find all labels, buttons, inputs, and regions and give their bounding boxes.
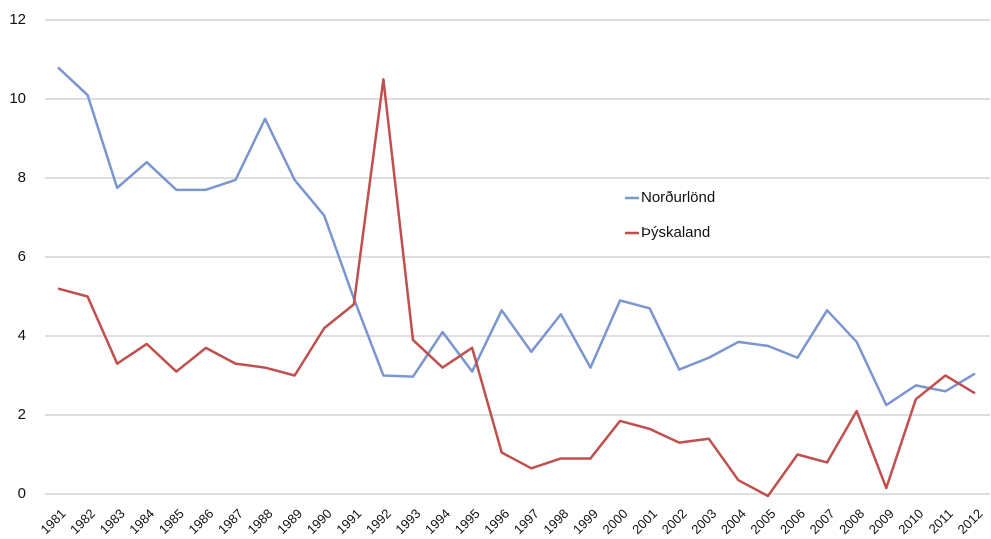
x-tick-label: 2005	[747, 506, 778, 537]
y-tick-label: 0	[18, 485, 26, 502]
y-tick-label: 4	[18, 327, 26, 344]
x-tick-label: 1992	[363, 506, 394, 537]
x-tick-label: 1988	[245, 506, 276, 537]
x-tick-label: 1987	[215, 506, 246, 537]
legend-label: Þýskaland	[641, 224, 710, 241]
x-tick-label: 2003	[688, 506, 719, 537]
y-tick-label: 8	[18, 169, 26, 186]
x-tick-label: 2000	[600, 506, 631, 537]
x-tick-label: 1993	[392, 506, 423, 537]
x-tick-label: 1983	[97, 506, 128, 537]
x-tick-label: 1998	[540, 506, 571, 537]
y-tick-label: 2	[18, 406, 26, 423]
x-tick-label: 1999	[570, 506, 601, 537]
x-tick-label: 2008	[836, 506, 867, 537]
x-tick-label: 1989	[274, 506, 305, 537]
x-tick-label: 1997	[511, 506, 542, 537]
x-tick-label: 2004	[718, 506, 749, 537]
y-tick-label: 12	[9, 11, 26, 28]
x-tick-label: 1994	[422, 506, 453, 537]
y-tick-label: 6	[18, 248, 26, 265]
x-tick-label: 2006	[777, 506, 808, 537]
x-tick-label: 1981	[37, 506, 68, 537]
x-tick-label: 1986	[185, 506, 216, 537]
y-tick-label: 10	[9, 90, 26, 107]
series-line	[57, 78, 976, 498]
x-tick-label: 2002	[659, 506, 690, 537]
x-tick-label: 1990	[304, 506, 335, 537]
x-tick-label: 1982	[67, 506, 98, 537]
x-tick-label: 1991	[333, 506, 364, 537]
x-tick-label: 1985	[156, 506, 187, 537]
x-tick-label: 2007	[807, 506, 838, 537]
legend-label: Norðurlönd	[641, 189, 715, 206]
x-tick-label: 2009	[866, 506, 897, 537]
x-tick-label: 2010	[895, 506, 926, 537]
x-tick-label: 1996	[481, 506, 512, 537]
x-tick-label: 2001	[629, 506, 660, 537]
x-tick-label: 1984	[126, 506, 157, 537]
x-tick-label: 1995	[452, 506, 483, 537]
x-tick-label: 2011	[926, 506, 956, 536]
series-line	[57, 66, 976, 407]
x-tick-label: 2012	[954, 506, 985, 537]
